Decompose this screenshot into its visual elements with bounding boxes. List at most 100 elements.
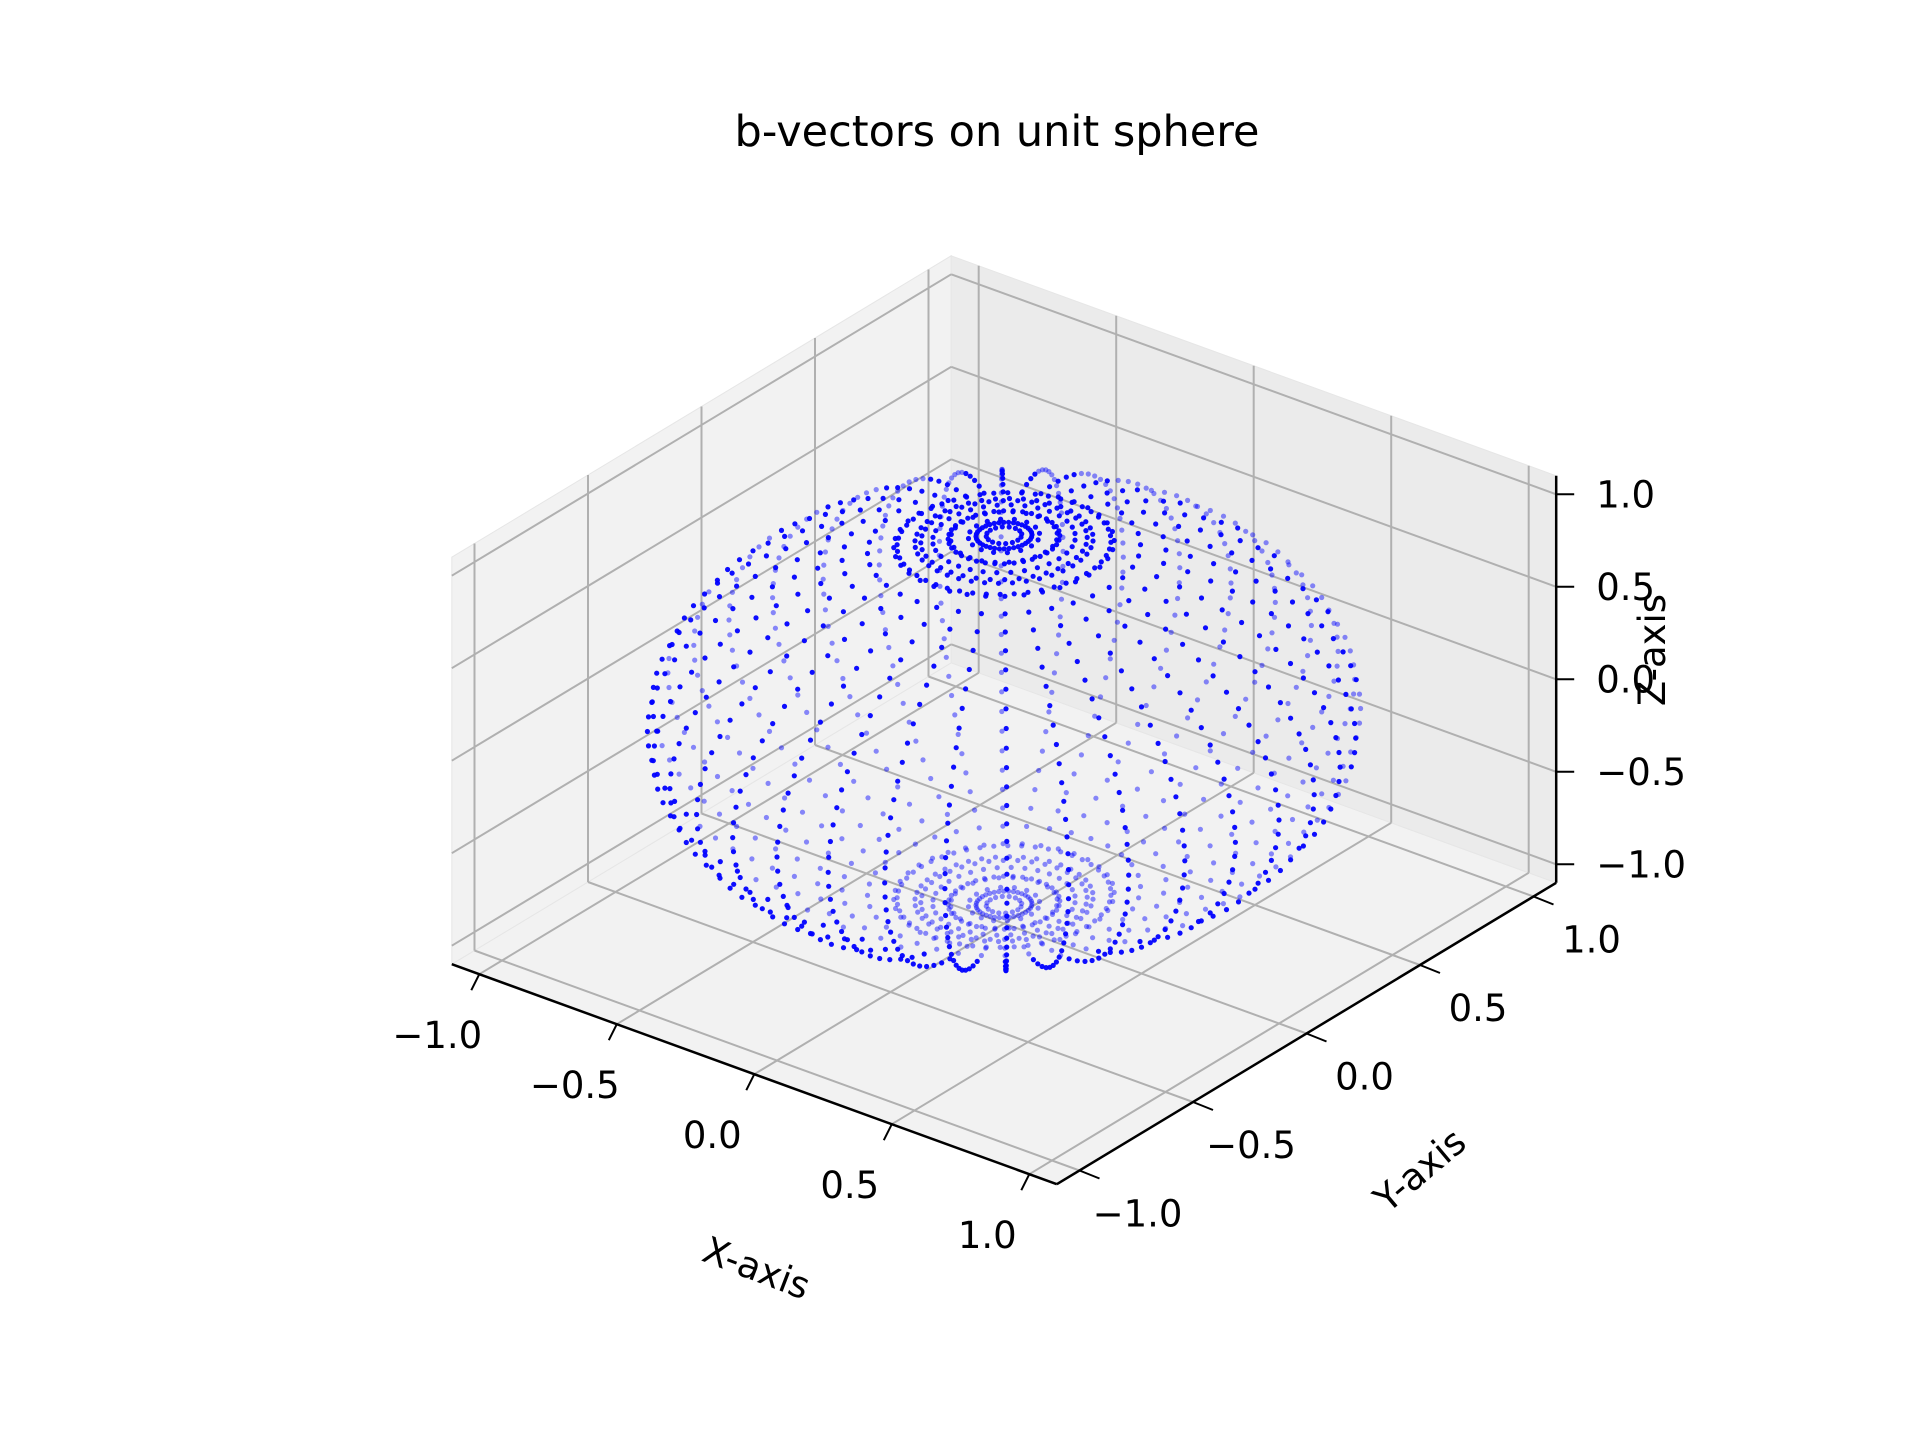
data-point — [792, 761, 798, 767]
data-point — [897, 878, 903, 885]
data-point — [695, 614, 701, 620]
data-point — [801, 638, 808, 644]
data-point — [1107, 656, 1113, 662]
data-point — [938, 553, 944, 560]
data-point — [910, 869, 916, 875]
data-point — [1269, 630, 1275, 636]
data-point — [1232, 853, 1238, 860]
data-point — [817, 719, 824, 725]
data-point — [660, 800, 666, 806]
data-point — [1138, 704, 1145, 710]
data-point — [973, 891, 980, 897]
data-point — [1255, 880, 1261, 886]
data-point — [1286, 562, 1292, 568]
data-point — [734, 868, 741, 874]
data-point — [1072, 530, 1078, 537]
data-point — [953, 549, 959, 555]
data-point — [962, 845, 969, 851]
data-point — [1039, 941, 1046, 947]
data-point — [1021, 944, 1027, 950]
data-point — [912, 538, 918, 544]
data-point — [645, 743, 652, 749]
data-point — [946, 921, 952, 927]
data-point — [777, 881, 783, 887]
data-point — [932, 513, 938, 519]
data-point — [959, 751, 965, 757]
data-point — [1300, 779, 1306, 785]
data-point — [1073, 914, 1079, 920]
data-point — [1043, 881, 1049, 887]
data-point — [890, 663, 896, 669]
data-point — [747, 889, 753, 895]
data-point — [854, 665, 860, 671]
data-point — [1175, 595, 1181, 602]
data-point — [1092, 473, 1098, 479]
data-point — [905, 870, 911, 876]
data-point — [1112, 771, 1118, 777]
data-point — [1004, 935, 1010, 941]
data-point — [1055, 846, 1061, 852]
data-point — [1207, 543, 1213, 550]
data-point — [1026, 951, 1032, 957]
y-tick-label: −1.0 — [1093, 1193, 1183, 1236]
data-point — [840, 609, 847, 615]
data-point — [906, 567, 913, 573]
data-point — [714, 719, 721, 725]
data-point — [1161, 751, 1168, 757]
data-point — [1124, 828, 1130, 835]
data-point — [899, 953, 905, 959]
data-point — [987, 544, 993, 551]
data-point — [1083, 946, 1089, 952]
data-point — [1015, 857, 1021, 864]
data-point — [959, 705, 965, 712]
data-point — [882, 865, 888, 871]
data-point — [930, 903, 936, 910]
data-point — [1076, 513, 1082, 519]
data-point — [939, 618, 946, 624]
data-point — [943, 855, 949, 861]
data-point — [1008, 569, 1014, 575]
data-point — [1307, 820, 1313, 826]
data-point — [717, 641, 723, 647]
data-point — [1046, 709, 1052, 715]
data-point — [965, 515, 971, 521]
data-point — [651, 772, 658, 778]
data-point — [938, 565, 944, 571]
data-point — [857, 507, 863, 513]
grid-line-z-back — [950, 550, 1557, 773]
data-point — [1259, 662, 1265, 669]
grid-line-z-left — [451, 458, 952, 762]
data-point — [1193, 765, 1199, 771]
data-point — [981, 842, 987, 848]
data-point — [1116, 931, 1122, 937]
data-point — [814, 509, 820, 515]
data-point — [1177, 565, 1183, 571]
data-point — [1107, 886, 1114, 892]
data-point — [1211, 561, 1217, 567]
data-point — [923, 553, 929, 559]
data-point — [1198, 918, 1204, 924]
data-point — [1009, 539, 1016, 546]
data-point — [998, 650, 1005, 656]
data-point — [1195, 657, 1202, 663]
data-point — [1054, 542, 1060, 548]
data-point — [1151, 937, 1157, 943]
data-point — [1036, 576, 1043, 582]
data-point — [781, 703, 788, 710]
data-point — [965, 500, 972, 506]
data-point — [1050, 909, 1056, 915]
data-point — [1187, 553, 1193, 559]
data-point — [1088, 835, 1094, 842]
data-point — [1000, 489, 1006, 495]
data-point — [1001, 546, 1007, 552]
data-point — [906, 719, 912, 725]
data-point — [1168, 776, 1174, 782]
data-point — [1273, 864, 1279, 870]
data-point — [975, 898, 981, 904]
data-point — [1288, 857, 1294, 863]
data-point — [714, 580, 721, 586]
data-point — [979, 856, 985, 862]
data-point — [1104, 777, 1110, 783]
data-point — [697, 781, 704, 788]
data-point — [1019, 891, 1025, 897]
